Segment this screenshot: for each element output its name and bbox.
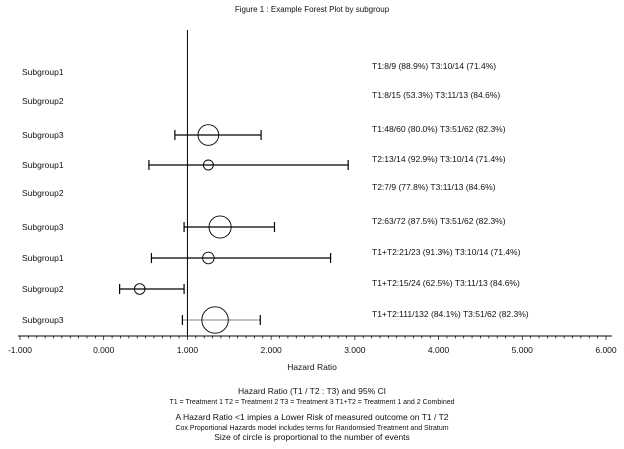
hazard-ratio-point — [197, 124, 220, 146]
row-annotation: T2:13/14 (92.9%) T3:10/14 (71.4%) — [372, 154, 506, 164]
row-label: Subgroup2 — [22, 188, 64, 198]
forest-row: Subgroup1 T1+T2:21/23 (91.3%) T3:10/14 (7… — [22, 247, 521, 265]
hazard-ratio-point — [201, 306, 229, 334]
forest-row: Subgroup2 T2:7/9 (77.8%) T3:11/13 (84.6%) — [22, 182, 496, 198]
footnote-1: Hazard Ratio (T1 / T2 : T3) and 95% CI — [238, 386, 386, 396]
row-label: Subgroup3 — [22, 130, 64, 140]
forest-row: Subgroup3 T2:63/72 (87.5%) T3:51/62 (82.3… — [22, 215, 506, 239]
hazard-ratio-point — [133, 283, 146, 295]
row-annotation: T1+T2:15/24 (62.5%) T3:11/13 (84.6%) — [372, 278, 520, 288]
row-annotation: T1+T2:111/132 (84.1%) T3:51/62 (82.3%) — [372, 309, 529, 319]
forest-row: Subgroup2 T1+T2:15/24 (62.5%) T3:11/13 (8… — [22, 278, 520, 295]
x-tick-label: 6.000 — [595, 345, 617, 355]
forest-row: Subgroup1 T2:13/14 (92.9%) T3:10/14 (71.4… — [22, 154, 506, 171]
x-tick-label: 5.000 — [512, 345, 534, 355]
x-axis-label: Hazard Ratio — [287, 362, 337, 372]
forest-row: Subgroup3 T1+T2:111/132 (84.1%) T3:51/62 … — [22, 306, 529, 334]
forest-row: Subgroup3 T1:48/60 (80.0%) T3:51/62 (82.3… — [22, 124, 506, 146]
row-label: Subgroup2 — [22, 96, 64, 106]
row-label: Subgroup2 — [22, 284, 64, 294]
footnote-4: Cox Proportional Hazards model includes … — [175, 425, 448, 432]
x-tick-label: 0.000 — [93, 345, 115, 355]
hazard-ratio-point — [202, 251, 215, 265]
row-label: Subgroup1 — [22, 160, 64, 170]
forest-row: Subgroup2 T1:8/15 (53.3%) T3:11/13 (84.6%… — [22, 90, 500, 106]
row-label: Subgroup1 — [22, 253, 64, 263]
footnote-2: T1 = Treatment 1 T2 = Treatment 2 T3 = T… — [169, 399, 454, 406]
x-tick-label: 2.000 — [261, 345, 283, 355]
x-tick-label: 3.000 — [344, 345, 366, 355]
hazard-ratio-point — [202, 159, 214, 171]
x-tick-label: 1.000 — [177, 345, 199, 355]
row-annotation: T2:7/9 (77.8%) T3:11/13 (84.6%) — [372, 182, 496, 192]
hazard-ratio-point — [208, 215, 232, 239]
row-annotation: T2:63/72 (87.5%) T3:51/62 (82.3%) — [372, 216, 506, 226]
row-label: Subgroup3 — [22, 222, 64, 232]
x-tick-label: 4.000 — [428, 345, 450, 355]
x-tick-label: -1.000 — [8, 345, 32, 355]
row-annotation: T1+T2:21/23 (91.3%) T3:10/14 (71.4%) — [372, 247, 521, 257]
row-annotation: T1:8/15 (53.3%) T3:11/13 (84.6%) — [372, 90, 500, 100]
row-label: Subgroup1 — [22, 67, 64, 77]
row-annotation: T1:8/9 (88.9%) T3:10/14 (71.4%) — [372, 61, 496, 71]
chart-title: Figure 1 : Example Forest Plot by subgro… — [235, 5, 390, 14]
forest-row: Subgroup1 T1:8/9 (88.9%) T3:10/14 (71.4%) — [22, 61, 496, 77]
footnote-3: A Hazard Ratio <1 impies a Lower Risk of… — [175, 412, 448, 422]
row-label: Subgroup3 — [22, 315, 64, 325]
footnote-5: Size of circle is proportional to the nu… — [214, 432, 410, 442]
row-annotation: T1:48/60 (80.0%) T3:51/62 (82.3%) — [372, 124, 506, 134]
